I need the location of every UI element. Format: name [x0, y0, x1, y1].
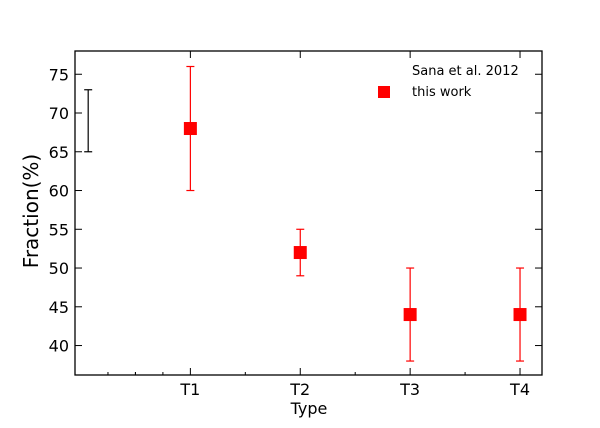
legend-marker: [378, 86, 390, 98]
x-axis-title: Type: [290, 399, 328, 418]
plot-frame: [74, 50, 543, 376]
y-tick-label: 65: [49, 143, 69, 162]
y-tick-label: 50: [49, 259, 69, 278]
x-tick-label: T1: [179, 380, 200, 399]
data-point: [513, 308, 527, 322]
axes: 40 45 50 55 60 65 70 75 T1 T2 T3 T4: [49, 51, 542, 399]
data-point: [183, 122, 197, 136]
y-axis-title: Fraction(%): [19, 154, 43, 268]
y-tick-label: 60: [49, 182, 69, 201]
data-point: [293, 246, 307, 260]
x-tick-label: T4: [509, 380, 530, 399]
x-tick-label: T2: [289, 380, 310, 399]
legend: Sana et al. 2012 this work: [378, 64, 519, 100]
y-tick-label: 45: [49, 298, 69, 317]
legend-label: this work: [412, 85, 472, 100]
y-tick-label: 55: [49, 220, 69, 239]
plot-area: [74, 50, 543, 376]
data-point: [403, 308, 417, 322]
y-tick-label: 75: [49, 65, 69, 84]
data-marks: [84, 65, 527, 362]
y-tick-label: 70: [49, 104, 69, 123]
legend-label: Sana et al. 2012: [412, 64, 519, 79]
x-tick-label: T3: [399, 380, 420, 399]
y-tick-label: 40: [49, 337, 69, 356]
